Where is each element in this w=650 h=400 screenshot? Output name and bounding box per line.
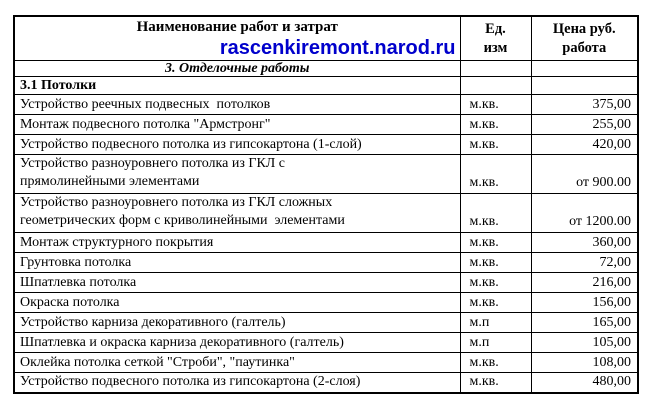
table-row: Устройство подвесного потолка из гипсока… [13, 134, 639, 155]
work-name-text: Устройство карниза декоративного (галтел… [20, 314, 286, 330]
price-cell: 156,00 [530, 292, 639, 313]
price-cell: 480,00 [530, 372, 639, 393]
table-row: Шпатлевка потолка м.кв. 216,00 [13, 272, 639, 293]
work-name-cell: Окраска потолка [13, 292, 461, 313]
table-row: Монтаж структурного покрытия м.кв. 360,00 [13, 232, 639, 253]
work-name-text: Устройство реечных подвесных потолков [20, 96, 271, 112]
work-name-cell: Устройство подвесного потолка из гипсока… [13, 134, 461, 155]
price-cell: 255,00 [530, 114, 639, 135]
price-cell [530, 76, 639, 95]
price-cell: 360,00 [530, 232, 639, 253]
price-cell: 165,00 [530, 312, 639, 333]
price-cell: от 900.00 [530, 154, 639, 194]
unit-column-title-line1: Ед. [485, 20, 506, 37]
work-name-text: Монтаж подвесного потолка "Армстронг" [20, 116, 271, 132]
section-row: 3. Отделочные работы [13, 60, 639, 77]
subsection-title: 3.1 Потолки [13, 76, 461, 95]
work-name-cell: Шпатлевка и окраска карниза декоративног… [13, 332, 461, 353]
header-unit-column: Ед. изм [459, 15, 532, 61]
work-name-cell: Шпатлевка потолка [13, 272, 461, 293]
price-table: Наименование работ и затрат rascenkiremo… [13, 15, 639, 394]
work-name-text: Оклейка потолка сеткой "Строби", "паутин… [20, 354, 295, 370]
work-name-text: Шпатлевка потолка [20, 274, 137, 290]
work-name-text: Шпатлевка и окраска карниза декоративног… [20, 334, 344, 350]
work-name-text: Окраска потолка [20, 294, 120, 310]
unit-cell: м.п [459, 332, 532, 353]
work-name-text: Устройство разноуровнего потолка из ГКЛ … [20, 156, 285, 171]
price-cell: 216,00 [530, 272, 639, 293]
table-row: Грунтовка потолка м.кв. 72,00 [13, 252, 639, 273]
price-cell: 105,00 [530, 332, 639, 353]
work-name-cell: Монтаж подвесного потолка "Армстронг" [13, 114, 461, 135]
price-cell: 420,00 [530, 134, 639, 155]
work-name-cell: Устройство разноуровнего потолка из ГКЛ … [13, 154, 461, 194]
price-cell: 108,00 [530, 352, 639, 373]
work-name-cell: Устройство подвесного потолка из гипсока… [13, 372, 461, 393]
header-works-column: Наименование работ и затрат rascenkiremo… [13, 15, 461, 61]
unit-cell: м.кв. [459, 272, 532, 293]
unit-cell: м.п [459, 312, 532, 333]
table-row: Устройство разноуровнего потолка из ГКЛ … [13, 193, 639, 233]
unit-column-title-line2: изм [483, 39, 508, 56]
work-name-cell: Устройство карниза декоративного (галтел… [13, 312, 461, 333]
price-cell: 72,00 [530, 252, 639, 273]
work-name-cell: Устройство реечных подвесных потолков [13, 94, 461, 115]
work-name-cell: Устройство разноуровнего потолка из ГКЛ … [13, 193, 461, 233]
unit-cell: м.кв. [459, 252, 532, 273]
price-cell: 375,00 [530, 94, 639, 115]
unit-cell: м.кв. [459, 134, 532, 155]
work-name-cell: Грунтовка потолка [13, 252, 461, 273]
unit-cell: м.кв. [459, 232, 532, 253]
work-name-text: Монтаж структурного покрытия [20, 234, 214, 250]
table-row: Оклейка потолка сеткой "Строби", "паутин… [13, 352, 639, 373]
unit-cell: м.кв. [459, 154, 532, 194]
work-name-text: прямолинейными элементами [20, 174, 200, 189]
price-cell [530, 60, 639, 77]
price-cell: от 1200.00 [530, 193, 639, 233]
unit-cell: м.кв. [459, 372, 532, 393]
table-row: Устройство подвесного потолка из гипсока… [13, 372, 639, 393]
unit-cell: м.кв. [459, 193, 532, 233]
unit-cell: м.кв. [459, 292, 532, 313]
work-name-text: геометрических форм с криволинейными эле… [20, 213, 345, 228]
table-row: Устройство карниза декоративного (галтел… [13, 312, 639, 333]
table-row: Устройство реечных подвесных потолков м.к… [13, 94, 639, 115]
table-row: Окраска потолка м.кв. 156,00 [13, 292, 639, 313]
work-name-cell: Оклейка потолка сеткой "Строби", "паутин… [13, 352, 461, 373]
work-name-text: Грунтовка потолка [20, 254, 132, 270]
table-row: Монтаж подвесного потолка "Армстронг" м.к… [13, 114, 639, 135]
unit-cell: м.кв. [459, 114, 532, 135]
table-header-row: Наименование работ и затрат rascenkiremo… [13, 15, 639, 61]
subsection-row: 3.1 Потолки [13, 76, 639, 95]
unit-cell: м.кв. [459, 94, 532, 115]
work-name-cell: Монтаж структурного покрытия [13, 232, 461, 253]
works-column-title: Наименование работ и затрат [136, 19, 338, 35]
unit-cell: м.кв. [459, 352, 532, 373]
header-price-column: Цена руб. работа [530, 15, 639, 61]
site-link[interactable]: rascenkiremont.narod.ru [219, 37, 456, 59]
unit-cell [459, 60, 532, 77]
table-row: Шпатлевка и окраска карниза декоративног… [13, 332, 639, 353]
work-name-text: Устройство разноуровнего потолка из ГКЛ … [20, 195, 333, 210]
work-name-text: Устройство подвесного потолка из гипсока… [20, 374, 361, 390]
section-title: 3. Отделочные работы [13, 60, 461, 77]
work-name-text: Устройство подвесного потолка из гипсока… [20, 136, 362, 152]
table-row: Устройство разноуровнего потолка из ГКЛ … [13, 154, 639, 194]
unit-cell [459, 76, 532, 95]
price-column-title-line1: Цена руб. [552, 20, 616, 37]
price-column-title-line2: работа [562, 39, 607, 56]
